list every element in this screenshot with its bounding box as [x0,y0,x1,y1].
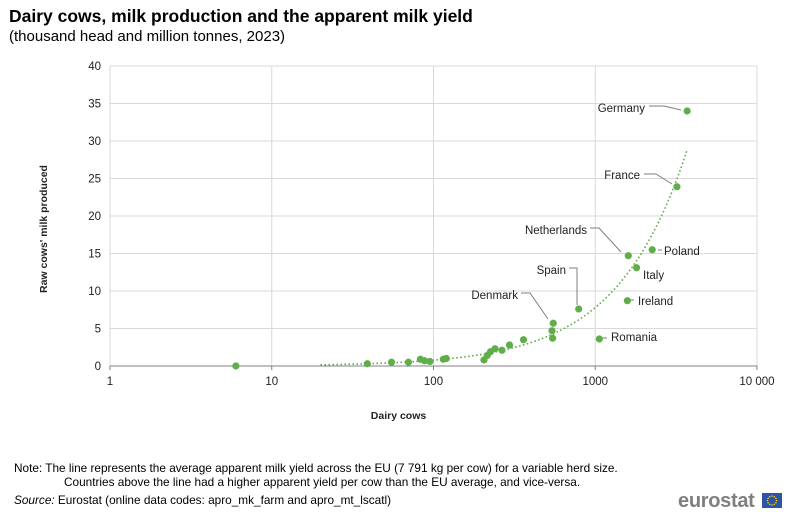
data-point [416,355,425,363]
point-label: Romania [611,332,658,344]
eu-flag-icon [762,493,782,508]
eu-flag-star [775,502,777,504]
leader-line [521,292,549,320]
point-label: Netherlands [525,225,587,237]
eu-flag-star [771,504,773,506]
data-point-ireland [623,297,631,305]
data-point [498,346,506,354]
eu-flag-star [766,499,769,502]
leader-line [569,267,578,305]
data-point-poland [648,246,656,254]
leader-line [644,173,673,185]
y-tick-label: 5 [95,324,101,336]
x-tick-label: 1 [107,376,113,388]
y-tick-label: 25 [88,174,101,186]
eurostat-logo: eurostat [678,491,786,511]
y-tick-label: 30 [88,136,101,148]
point-label: Ireland [638,296,673,308]
x-tick-label: 1000 [582,376,608,388]
point-label: Spain [537,265,566,277]
source-text: Eurostat (online data codes: apro_mk_far… [54,493,392,507]
eu-flag-star [769,495,771,498]
data-point [387,358,396,366]
data-point-italy [632,264,641,272]
eurostat-logo-text: eurostat [678,490,755,512]
data-point [426,357,434,366]
data-point [519,336,528,344]
y-axis-title: Raw cows' milk produced [38,165,50,293]
source-line: Source: Eurostat (online data codes: apr… [14,493,391,507]
data-point-spain [575,305,583,313]
data-point [404,358,413,366]
leader-line [649,105,682,111]
data-point [480,356,488,364]
point-label: France [604,170,640,182]
data-point-denmark [549,319,557,327]
point-label: Italy [643,270,664,282]
source-label: Source: [14,493,55,507]
data-point-germany [683,107,691,115]
x-tick-label: 10 [265,376,278,388]
data-point [505,341,514,349]
scatter-chart: 0 5 10 15 20 25 30 35 40 1 10 100 1000 10 000 Dairy co… [38,61,775,422]
y-tick-label: 40 [88,61,101,73]
eu-flag-star [775,499,778,502]
data-point [549,334,557,342]
y-tick-label: 15 [88,249,101,261]
chart-note-continued: Countries above the line had a higher ap… [64,475,581,489]
chart-note: Note: The line represents the average ap… [14,461,618,475]
data-point-romania [595,335,603,343]
y-tick-label: 20 [88,211,101,223]
y-tick-label: 10 [88,286,101,298]
chart-subtitle: (thousand head and million tonnes, 2023) [9,28,286,45]
data-point-netherlands [624,252,632,260]
data-point [548,327,556,335]
data-point [232,362,240,370]
eu-flag-star [767,497,769,499]
x-axis-title: Dairy cows [371,410,427,422]
point-label: Poland [664,246,700,258]
y-tick-label: 0 [95,361,101,373]
eu-flag-star [771,495,773,497]
eu-flag-star [773,503,775,506]
data-point [439,355,447,363]
eu-flag-star [775,497,777,499]
data-point-france [673,183,681,191]
point-label: Denmark [471,290,518,302]
point-label: Germany [598,103,646,115]
x-tick-label: 10 000 [739,376,774,388]
eu-flag-star [767,502,769,504]
y-tick-label: 35 [88,99,101,111]
eu-flag-star [773,495,775,498]
data-point [363,360,371,368]
eu-flag-star [769,503,771,506]
x-tick-label: 100 [424,376,443,388]
leader-line [590,227,622,253]
chart-title: Dairy cows, milk production and the appa… [9,6,473,26]
